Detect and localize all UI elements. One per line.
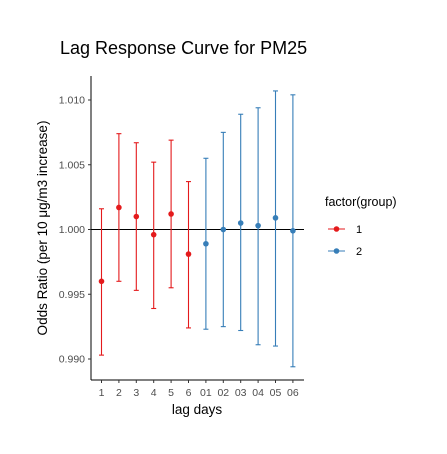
chart-title: Lag Response Curve for PM25 <box>60 38 307 58</box>
data-point <box>272 215 279 221</box>
x-tick-label: 05 <box>270 387 282 399</box>
data-point <box>185 251 192 257</box>
legend-title: factor(group) <box>325 195 397 209</box>
data-point <box>203 240 209 247</box>
data-point <box>168 211 174 217</box>
x-tick-label: 02 <box>217 387 229 399</box>
x-tick-label: 03 <box>235 387 247 399</box>
x-tick-label: 2 <box>116 387 122 399</box>
data-point <box>116 204 122 211</box>
x-tick-label: 01 <box>200 387 212 399</box>
x-tick-label: 04 <box>252 387 264 399</box>
legend-label: 2 <box>356 246 362 258</box>
data-point <box>290 227 296 234</box>
plot-area <box>91 90 304 368</box>
y-axis-title: Odds Ratio (per 10 μg/m3 increase) <box>35 121 50 336</box>
x-tick-label: 5 <box>168 387 174 399</box>
x-ticks: 1 2 3 4 5 6 01 02 03 04 05 06 <box>99 380 299 399</box>
legend-point <box>333 248 340 254</box>
legend-point <box>333 226 340 232</box>
axes <box>90 76 304 381</box>
x-tick-label: 3 <box>133 387 139 399</box>
x-tick-label: 06 <box>287 387 299 399</box>
data-point <box>98 278 105 285</box>
data-point <box>133 213 140 220</box>
legend-item: 2 <box>328 246 362 258</box>
y-tick-label: 0.995 <box>59 289 85 301</box>
y-tick-label: 1.000 <box>59 224 85 236</box>
y-tick-label: 1.005 <box>59 159 85 171</box>
legend-label: 1 <box>356 224 362 236</box>
data-point <box>150 231 157 238</box>
data-point <box>255 222 261 229</box>
x-tick-label: 4 <box>151 387 157 399</box>
x-tick-label: 6 <box>186 387 192 399</box>
data-point <box>220 226 227 233</box>
legend: factor(group) 1 2 <box>325 195 397 258</box>
y-ticks: 0.990 0.995 1.000 1.005 1.010 <box>59 95 91 366</box>
legend-item: 1 <box>328 224 362 236</box>
x-tick-label: 1 <box>99 387 105 399</box>
y-tick-label: 1.010 <box>59 95 85 107</box>
x-axis-title: lag days <box>172 402 223 417</box>
y-tick-label: 0.990 <box>59 354 85 366</box>
data-point <box>237 220 244 226</box>
